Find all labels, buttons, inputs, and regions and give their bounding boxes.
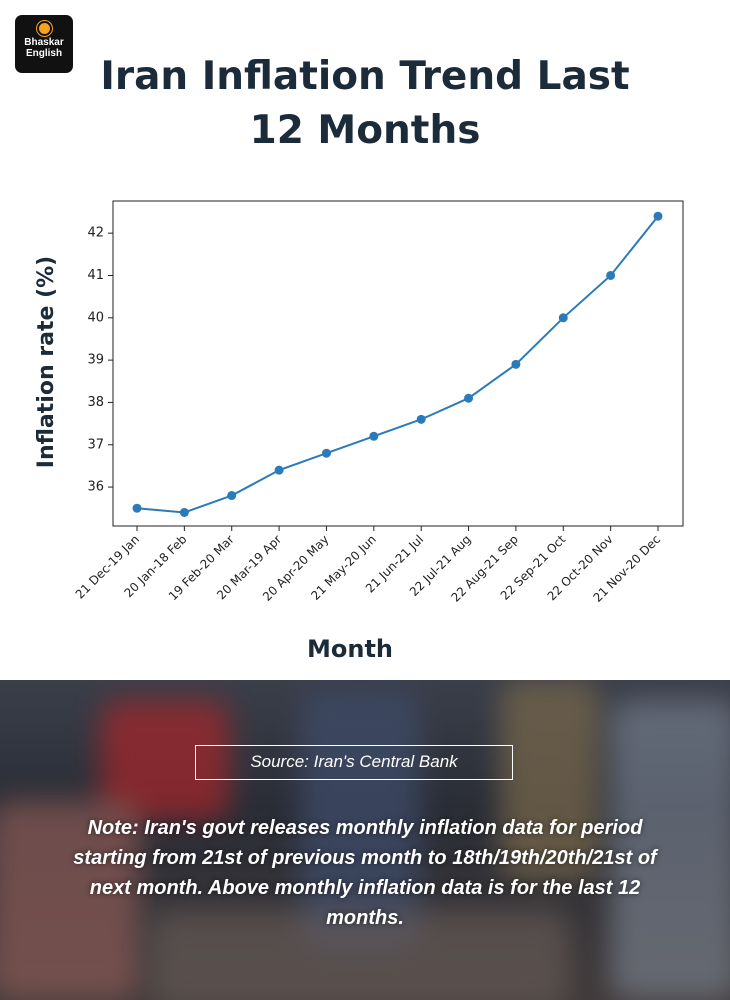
line [136,215,659,514]
photo-shape [610,700,730,1000]
brand-name: Bhaskar [24,37,64,48]
y-tick-label: 41 [87,268,104,283]
photo-shape [0,800,140,1000]
source: Source: Iran's Central Bank [195,745,513,780]
point [606,270,616,280]
y-axis-label: Inflation rate (%) [34,256,59,468]
point [416,414,426,424]
chart-title: Iran Inflation Trend Last 12 Months [100,54,630,153]
y-tick-label: 37 [87,437,104,452]
chart: Inflation rate (%) Month 363738394041422… [34,200,684,663]
point [227,491,237,501]
note: Note: Iran's govt releases monthly infla… [73,817,657,929]
background-photo [0,680,730,1000]
point [653,211,663,221]
logo-icon [38,23,50,34]
y-tick-label: 40 [87,310,104,325]
y-tick-label: 38 [87,395,104,410]
photo-shape [150,910,570,1000]
point [558,313,568,323]
y-tick-label: 39 [87,353,104,368]
photo-shape [300,690,420,950]
point [511,359,521,369]
point [321,448,331,458]
point [464,393,474,403]
brand-edition: English [25,48,63,59]
logo: Bhaskar English [15,15,73,73]
plot-frame [112,200,684,527]
point [179,507,189,517]
point [369,431,379,441]
point [132,503,142,513]
photo-shape [500,680,600,880]
x-axis-label: Month [307,635,393,663]
point [274,465,284,475]
y-tick-label: 42 [87,226,104,241]
y-tick-label: 36 [87,480,104,495]
